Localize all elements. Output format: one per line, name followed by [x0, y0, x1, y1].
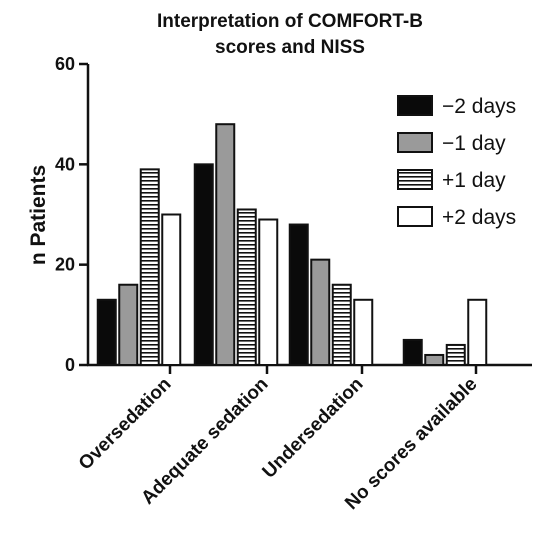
bar — [288, 223, 309, 366]
bar — [193, 163, 214, 366]
chart-title-line-2: scores and NISS — [215, 37, 365, 58]
y-axis-label: n Patients — [27, 165, 50, 265]
legend-label: +2 days — [442, 206, 516, 229]
bar — [353, 298, 374, 366]
y-tick-label: 40 — [55, 154, 75, 174]
y-tick-label: 0 — [65, 355, 75, 375]
legend-label: −2 days — [442, 95, 516, 118]
bar — [258, 218, 279, 366]
x-tick-label: No scores available — [341, 374, 481, 514]
y-tick-label: 20 — [55, 255, 75, 275]
bar — [424, 353, 445, 367]
legend-swatch — [397, 95, 433, 116]
bar — [445, 343, 466, 366]
bar — [139, 168, 160, 366]
legend-swatch — [397, 206, 433, 227]
chart-title-line-1: Interpretation of COMFORT-B — [157, 11, 423, 32]
bar — [215, 123, 236, 366]
legend-label: −1 day — [442, 132, 506, 155]
legend-label: +1 day — [442, 169, 506, 192]
bar — [402, 338, 423, 366]
x-tick-label: Oversedation — [75, 374, 176, 475]
y-tick-label: 60 — [55, 54, 75, 74]
bar — [96, 298, 117, 366]
bar — [310, 258, 331, 366]
bar — [236, 208, 257, 366]
legend-swatch — [397, 132, 433, 153]
legend-swatch — [397, 169, 433, 190]
bar — [161, 213, 182, 366]
bar — [118, 283, 139, 367]
bar — [467, 298, 488, 366]
x-tick-label: Undersedation — [259, 374, 368, 483]
bar — [331, 283, 352, 367]
